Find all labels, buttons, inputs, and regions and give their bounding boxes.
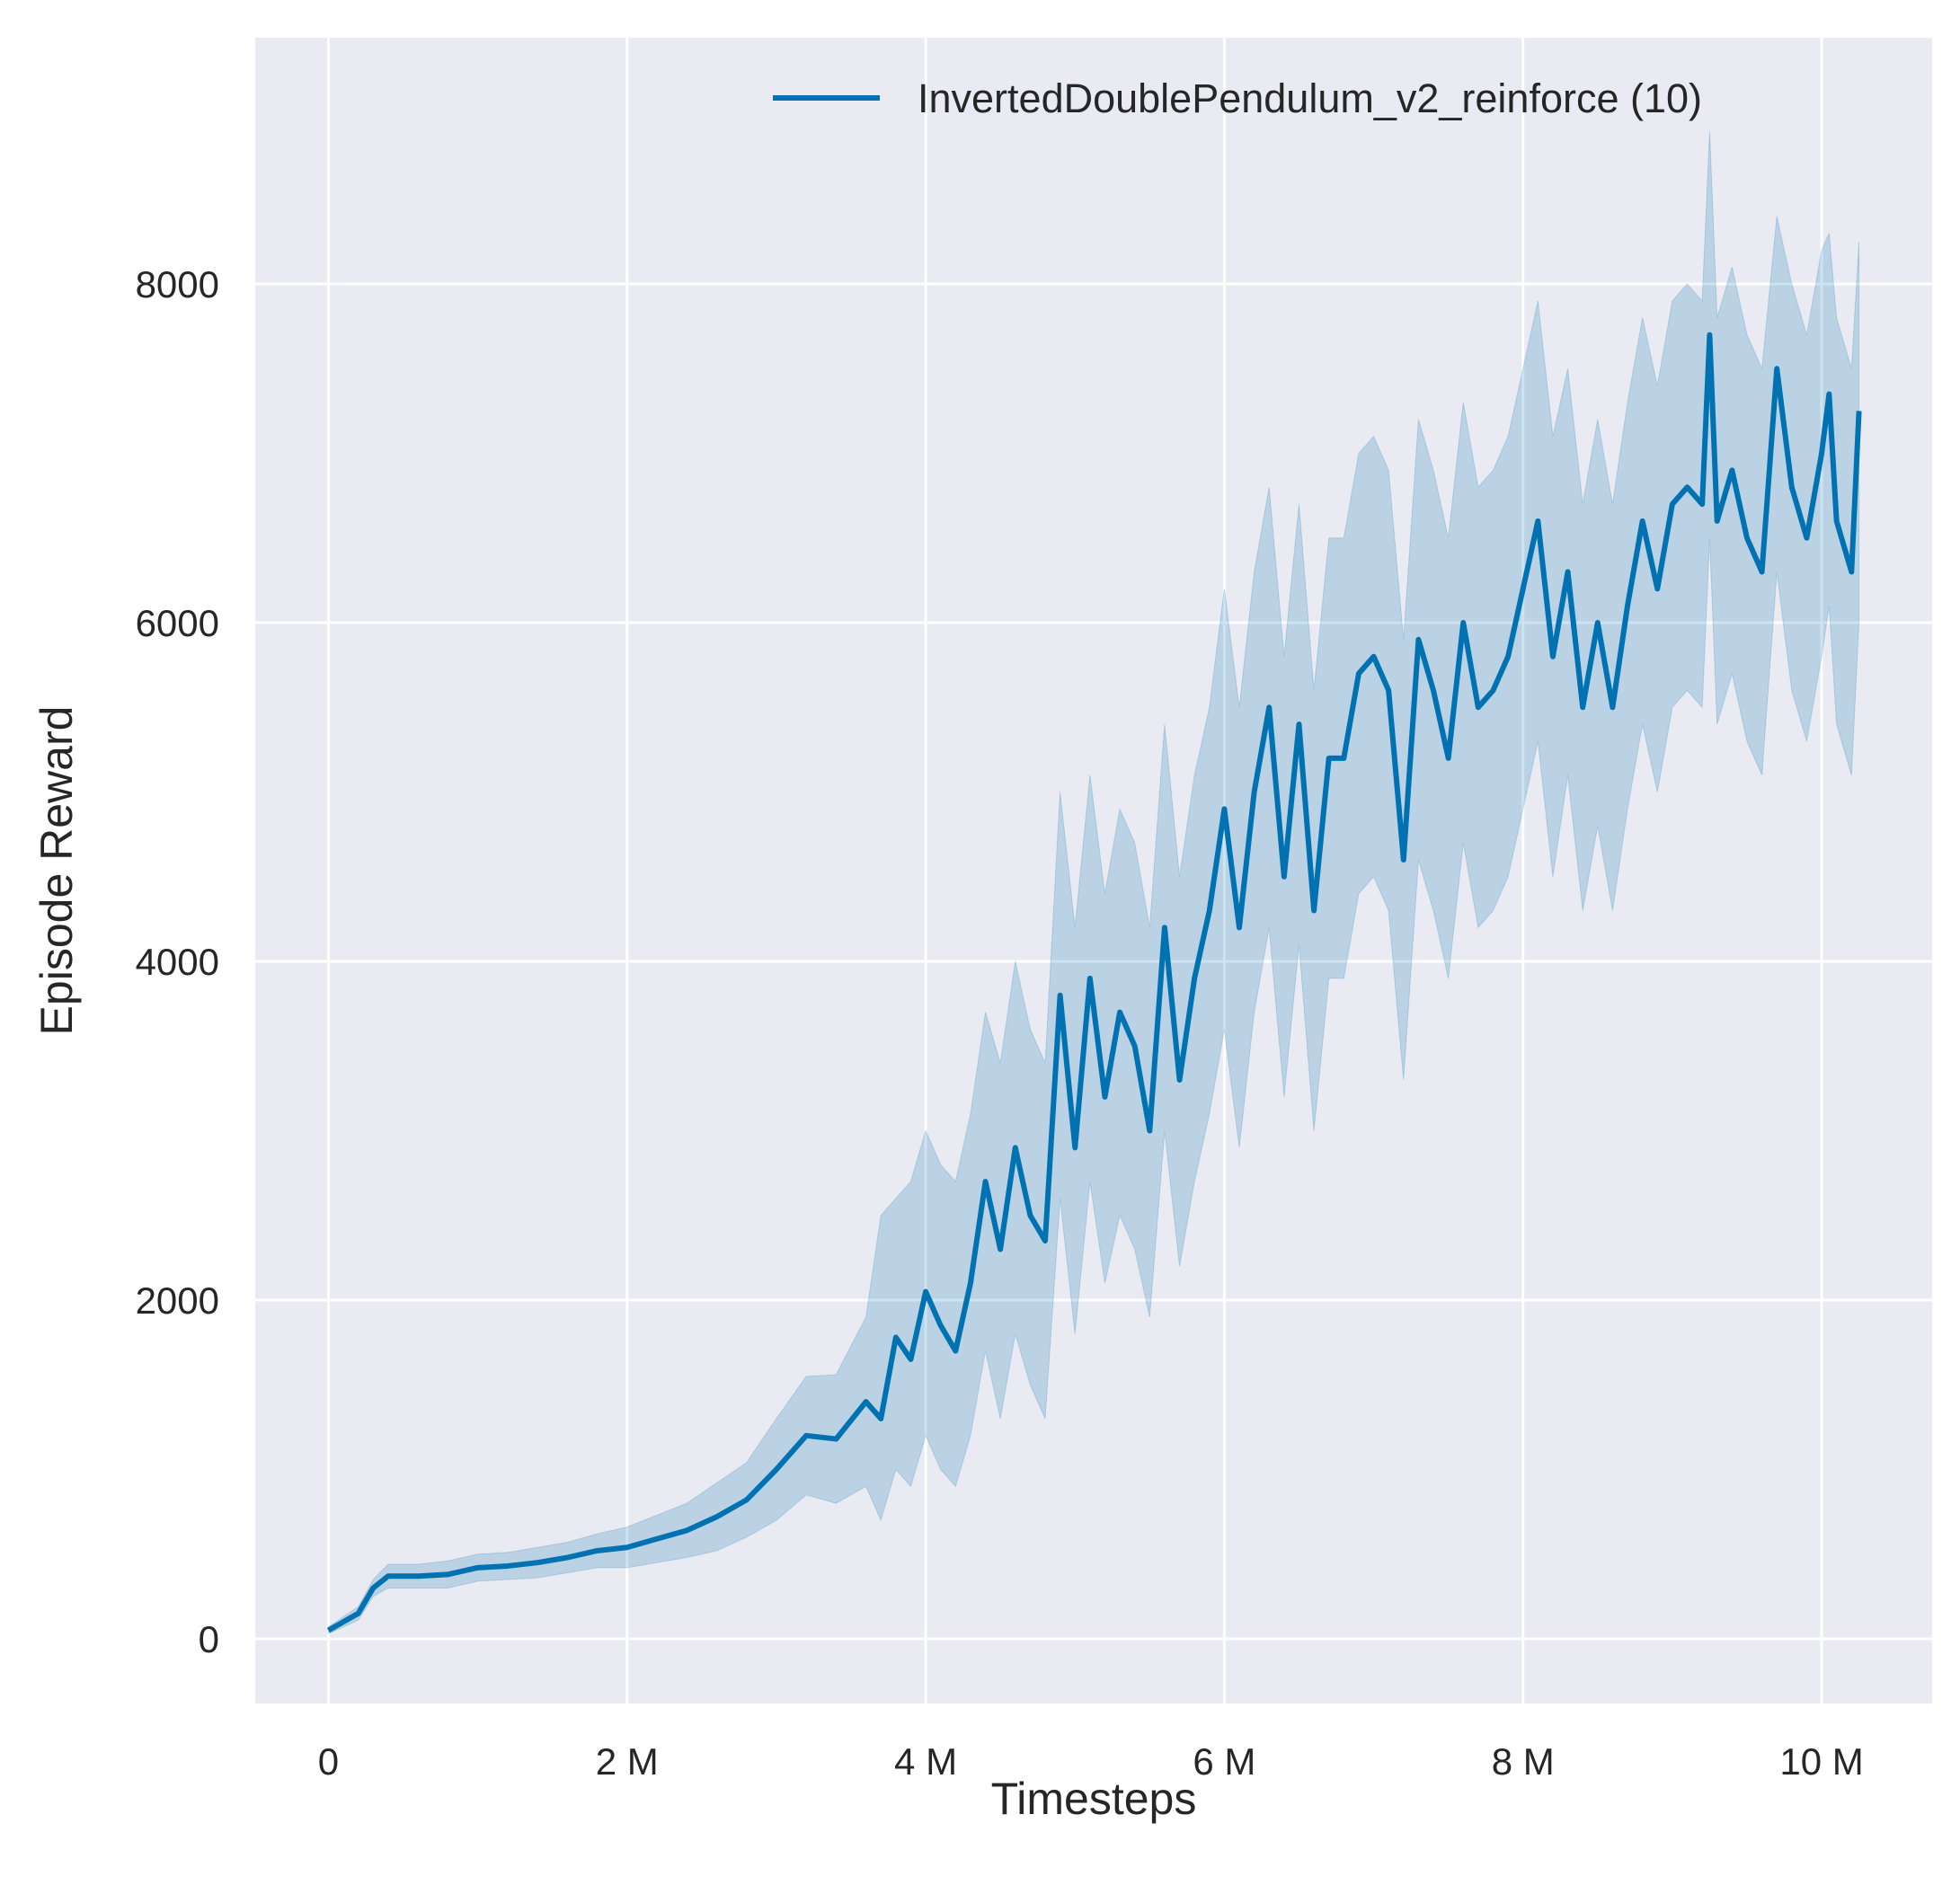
gridlines <box>255 38 1932 1704</box>
x-tick-label: 8 M <box>1492 1740 1555 1783</box>
y-tick-label: 4000 <box>136 941 219 983</box>
series-line <box>326 332 1862 1633</box>
x-tick-label: 10 M <box>1779 1740 1863 1783</box>
x-axis-label: Timesteps <box>991 1774 1197 1824</box>
y-tick-label: 6000 <box>136 602 219 644</box>
x-tick-label: 4 M <box>894 1740 957 1783</box>
y-tick-labels: 0 2000 4000 6000 8000 <box>136 263 219 1660</box>
legend: InvertedDoublePendulum_v2_reinforce (10) <box>773 75 1702 121</box>
legend-label: InvertedDoublePendulum_v2_reinforce (10) <box>918 75 1702 121</box>
x-tick-label: 0 <box>318 1740 339 1783</box>
y-axis-label: Episode Reward <box>31 706 82 1036</box>
y-tick-label: 0 <box>199 1618 219 1660</box>
y-tick-label: 2000 <box>136 1279 219 1322</box>
x-tick-label: 2 M <box>596 1740 659 1783</box>
plot-background <box>255 38 1932 1704</box>
series-line-group <box>326 332 1862 1633</box>
confidence-band-group <box>327 131 1860 1635</box>
y-tick-label: 8000 <box>136 263 219 305</box>
x-tick-labels: 0 2 M 4 M 6 M 8 M 10 M <box>318 1740 1864 1783</box>
x-tick-label: 6 M <box>1193 1740 1255 1783</box>
confidence-band <box>327 131 1860 1635</box>
